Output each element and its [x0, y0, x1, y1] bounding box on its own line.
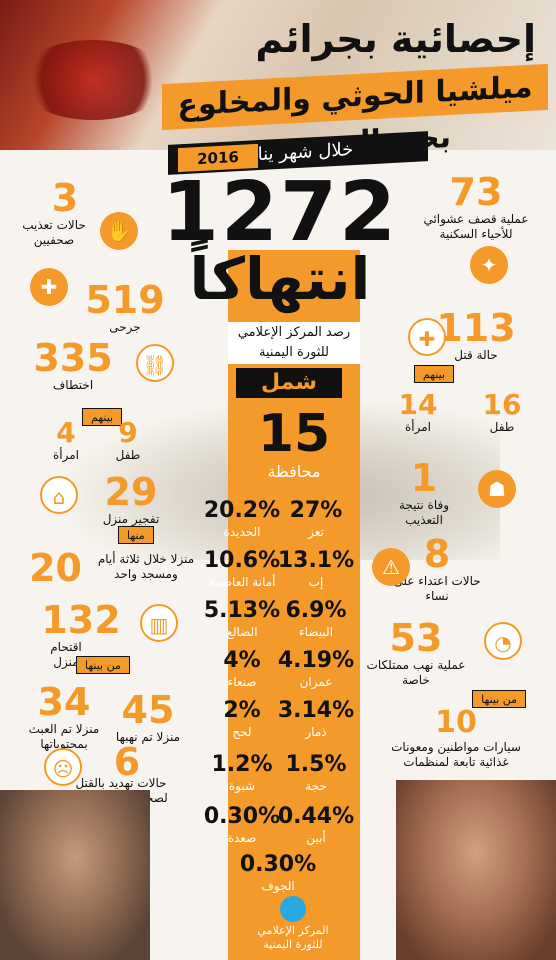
journalist-torture-label: حالات تعذيب صحفيين: [22, 218, 86, 247]
assault-icon: ⚠: [372, 548, 410, 586]
houses-3days-label: منزلا خلال ثلاثة أيام ومسجد واحد: [97, 552, 195, 581]
kidnapping-tag: بينهم: [82, 408, 123, 426]
gov-sanaa: 4% صنعاء: [223, 648, 261, 689]
stat-threats-num: 6: [113, 740, 141, 784]
stat-vehicles: 10 سيارات مواطنين ومعونات غذائية تابعة ل…: [391, 705, 521, 770]
child-photo-left: [0, 790, 150, 960]
stat-kidnapped-women: 4 امرأة: [52, 416, 79, 463]
threat-icon: ☹: [44, 748, 82, 786]
stat-journalist-torture: 3: [51, 176, 79, 220]
house-raids-tag: من بينها: [76, 656, 130, 674]
gov-jawf: 0.30% الجوف: [239, 852, 317, 893]
violations-word: انتهاكاً: [189, 245, 371, 313]
stat-looting: 53 عملية نهب ممتلكات خاصة: [366, 616, 466, 687]
gov-dhale: 5.13% الضالع: [203, 598, 281, 639]
monitor-label: رصد المركز الإعلامي للثورة اليمنية: [228, 322, 360, 364]
stat-kidnapping: 335 اختطاف: [33, 336, 113, 392]
stat-torture-death: 1 وفاة نتيجة التعذيب: [398, 456, 450, 527]
gov-lahj: 2% لحج: [223, 698, 261, 739]
title-line1: إحصائية بجرائم: [255, 17, 536, 61]
gov-dhamar: 3.14% ذمار: [277, 698, 355, 739]
stat-killed-women: 14 امرأة: [398, 388, 438, 435]
stat-killed-children: 16 طفل: [482, 388, 522, 435]
killing-tag: بينهم: [413, 365, 454, 383]
logo-icon: [280, 896, 306, 922]
stat-houses-3days-num: 20: [29, 546, 82, 590]
governorate-label: محافظة: [267, 462, 321, 481]
gov-shabwa: 1.2% شبوة: [211, 752, 273, 793]
photo-detail: [18, 40, 168, 120]
media-center-logo: المركز الإعلامي للثورة اليمنية: [250, 896, 336, 958]
house-raid-icon: ▥: [140, 604, 178, 642]
injured-icon: ✚: [30, 268, 68, 306]
looting-tag: من بينها: [472, 690, 526, 708]
stat-looted-houses: 45 منزلا تم نهبها: [115, 688, 181, 744]
stat-house-raids: 132 اقتحام منزل: [41, 598, 121, 669]
gov-ibb: 13.1% إب: [277, 548, 355, 589]
stat-shelling: 73 عملية قصف عشوائي للأحياء السكنية: [423, 170, 529, 241]
stat-assault-women: 8 حالات اعتداء على نساء: [393, 532, 481, 603]
stat-kidnapped-children: 9 طفل: [115, 416, 141, 463]
torture-death-icon: ☗: [478, 470, 516, 508]
kidnap-icon: ⛓: [136, 344, 174, 382]
stat-injured: 519 جرحى: [85, 278, 165, 334]
loot-icon: ◔: [484, 622, 522, 660]
house-bombing-tag: منها: [118, 526, 154, 544]
gov-saada: 0.30% صعدة: [203, 804, 281, 845]
gov-amran: 4.19% عمران: [277, 648, 355, 689]
child-photo-right: [396, 780, 556, 960]
gov-capital: 10.6% أمانة العاصمة: [203, 548, 281, 589]
gov-hodeidah: 20.2% الحديدة: [203, 498, 281, 539]
governorate-count: 15: [257, 404, 331, 464]
gov-abyan: 0.44% أبين: [277, 804, 355, 845]
total-violations: 1272: [161, 165, 399, 260]
gov-hajjah: 1.5% حجة: [285, 752, 347, 793]
stat-tampered: 34 منزلا تم العبث بمحتوياتها: [28, 680, 100, 751]
shell-icon: ✦: [470, 246, 508, 284]
kill-icon: ✚: [408, 318, 446, 356]
torture-icon: ✋: [100, 212, 138, 250]
region-label: شمل: [236, 368, 342, 398]
gov-taiz: 27% تعز: [289, 498, 343, 539]
house-bomb-icon: ⌂: [40, 476, 78, 514]
gov-bayda: 6.9% البيضاء: [285, 598, 347, 639]
stat-house-bombing: 29 تفجير منزل: [102, 470, 160, 526]
stat-killing: 113 حالة قتل: [436, 306, 516, 362]
